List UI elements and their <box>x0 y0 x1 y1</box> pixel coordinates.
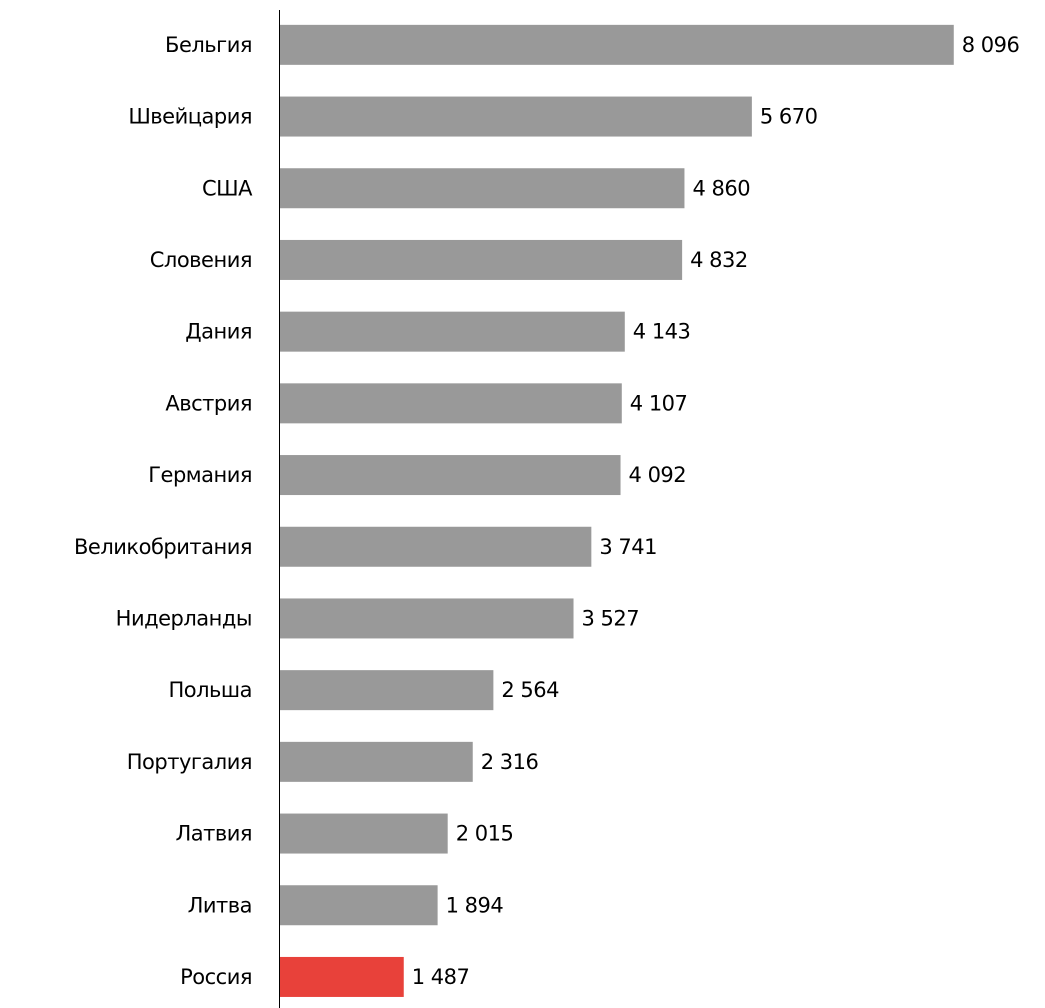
category-label: Нидерланды <box>116 606 252 630</box>
category-label: Бельгия <box>165 33 252 57</box>
value-label: 2 316 <box>481 750 539 774</box>
bar <box>280 239 683 280</box>
bar <box>280 168 685 209</box>
category-label: Словения <box>150 248 252 272</box>
value-label: 4 107 <box>630 391 688 415</box>
category-label: Португалия <box>127 750 252 774</box>
category-label: Австрия <box>165 391 252 415</box>
value-label: 5 670 <box>760 105 818 129</box>
value-label: 4 143 <box>633 320 691 344</box>
category-label: США <box>202 176 253 200</box>
value-label: 4 860 <box>692 176 750 200</box>
value-label: 4 092 <box>629 463 687 487</box>
bar <box>280 741 473 782</box>
bar <box>280 526 592 567</box>
value-label: 8 096 <box>962 33 1020 57</box>
value-label: 3 527 <box>582 606 640 630</box>
bar <box>280 311 625 352</box>
bar <box>280 598 574 639</box>
value-label: 3 741 <box>599 535 657 559</box>
bar <box>280 670 494 711</box>
value-label: 2 564 <box>501 678 559 702</box>
bar <box>280 956 404 997</box>
category-label: Литва <box>188 893 252 917</box>
category-label: Германия <box>148 463 252 487</box>
value-label: 4 832 <box>690 248 748 272</box>
bar <box>280 885 438 926</box>
bar <box>280 24 954 65</box>
bar <box>280 455 621 496</box>
bar <box>280 383 622 424</box>
category-label: Дания <box>185 320 252 344</box>
bar <box>280 813 448 854</box>
category-label: Швейцария <box>128 105 252 129</box>
value-label: 1 894 <box>446 893 504 917</box>
category-label: Великобритания <box>74 535 252 559</box>
value-label: 1 487 <box>412 965 470 989</box>
value-label: 2 015 <box>456 822 514 846</box>
category-label: Латвия <box>175 822 252 846</box>
category-label: Польша <box>168 678 252 702</box>
category-label: Россия <box>180 965 252 989</box>
bar <box>280 96 752 137</box>
